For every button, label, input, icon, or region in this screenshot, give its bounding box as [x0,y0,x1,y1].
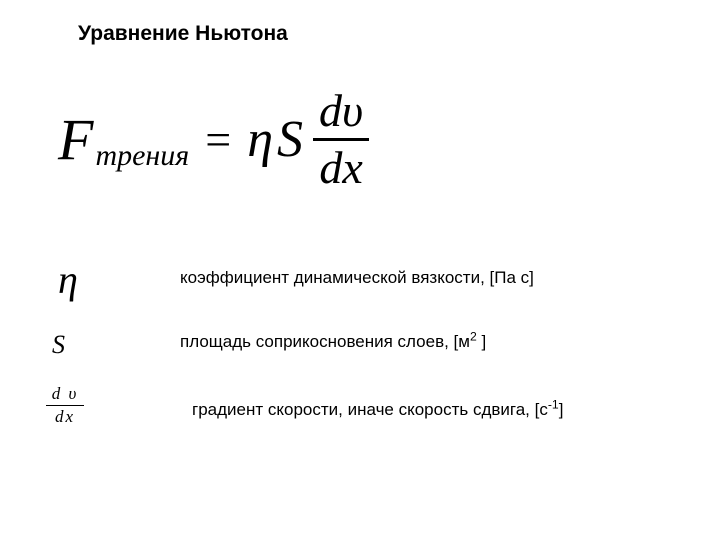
gradient-fraction: d υ dx [46,385,84,426]
equals-sign: = [205,113,231,166]
gradient-text-post: ] [559,400,564,419]
eta-symbol: η [247,110,273,169]
fraction-denominator: dx [313,145,368,191]
fraction-bar [313,138,369,141]
gradient-denominator: dx [55,408,75,426]
newton-equation: F трения = η S dυ dx [58,88,369,191]
area-superscript: 2 [470,329,477,343]
area-symbol: S [277,110,303,169]
page-title: Уравнение Ньютона [78,22,288,46]
definition-eta-text: коэффициент динамической вязкости, [Па с… [180,268,534,288]
gradient-numerator: d υ [52,385,79,403]
fraction-numerator: dυ [313,88,369,134]
area-text-post: ] [477,332,486,351]
force-symbol: F [58,106,93,173]
gradient-bar [46,405,84,407]
force-subscript: трения [95,139,189,173]
gradient-superscript: -1 [548,397,559,411]
area-text-pre: площадь соприкосновения слоев, [м [180,332,470,351]
velocity-gradient-fraction: dυ dx [313,88,369,191]
definition-gradient-text: градиент скорости, иначе скорость сдвига… [192,400,563,420]
definition-area-symbol: S [52,330,65,360]
definition-gradient-symbol: d υ dx [46,385,84,426]
definition-area-text: площадь соприкосновения слоев, [м2 ] [180,332,486,352]
definition-eta-symbol: η [58,256,78,303]
gradient-text-pre: градиент скорости, иначе скорость сдвига… [192,400,548,419]
